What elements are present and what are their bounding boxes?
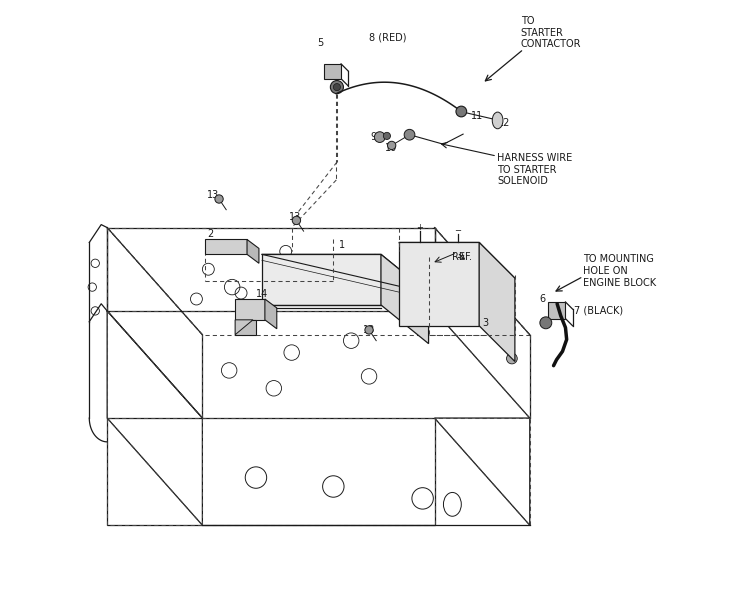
Polygon shape: [479, 242, 515, 362]
Circle shape: [292, 216, 301, 225]
Circle shape: [388, 141, 396, 150]
Polygon shape: [235, 320, 256, 335]
Polygon shape: [206, 239, 247, 254]
Polygon shape: [265, 299, 277, 329]
Circle shape: [365, 326, 374, 334]
Polygon shape: [235, 299, 265, 320]
Circle shape: [330, 81, 344, 94]
Text: 4: 4: [408, 130, 414, 141]
Circle shape: [506, 353, 518, 364]
Polygon shape: [262, 254, 381, 305]
Ellipse shape: [492, 112, 503, 129]
Circle shape: [540, 317, 552, 329]
Text: 10: 10: [385, 144, 397, 154]
Polygon shape: [399, 242, 515, 278]
Polygon shape: [325, 64, 341, 79]
Text: 2: 2: [208, 228, 214, 239]
Text: 12: 12: [497, 118, 510, 129]
Text: −: −: [454, 225, 460, 235]
Text: 13: 13: [207, 190, 219, 200]
Polygon shape: [247, 239, 259, 263]
Text: +: +: [416, 222, 423, 232]
Text: 13: 13: [289, 212, 301, 222]
Circle shape: [215, 195, 223, 203]
Circle shape: [383, 132, 391, 139]
Text: 8 (RED): 8 (RED): [369, 32, 407, 42]
Polygon shape: [262, 254, 428, 293]
Text: 13: 13: [363, 325, 375, 335]
Text: 11: 11: [472, 111, 484, 121]
Text: TO
STARTER
CONTACTOR: TO STARTER CONTACTOR: [520, 16, 581, 50]
Polygon shape: [548, 302, 566, 319]
Text: HARNESS WIRE
TO STARTER
SOLENOID: HARNESS WIRE TO STARTER SOLENOID: [497, 153, 572, 187]
Text: TO MOUNTING
HOLE ON
ENGINE BLOCK: TO MOUNTING HOLE ON ENGINE BLOCK: [584, 254, 656, 288]
Polygon shape: [235, 320, 253, 335]
Text: 7 (BLACK): 7 (BLACK): [574, 306, 623, 316]
Text: 9: 9: [370, 132, 376, 142]
Text: 5: 5: [317, 38, 323, 48]
Text: REF.: REF.: [452, 252, 472, 263]
Circle shape: [333, 84, 340, 91]
Text: 3: 3: [482, 318, 488, 328]
Circle shape: [456, 106, 466, 117]
Text: 14: 14: [256, 289, 268, 299]
Polygon shape: [399, 242, 479, 326]
Text: 6: 6: [539, 294, 545, 304]
Polygon shape: [381, 254, 428, 344]
Circle shape: [404, 129, 415, 140]
Circle shape: [374, 132, 385, 142]
Text: 1: 1: [339, 240, 345, 251]
